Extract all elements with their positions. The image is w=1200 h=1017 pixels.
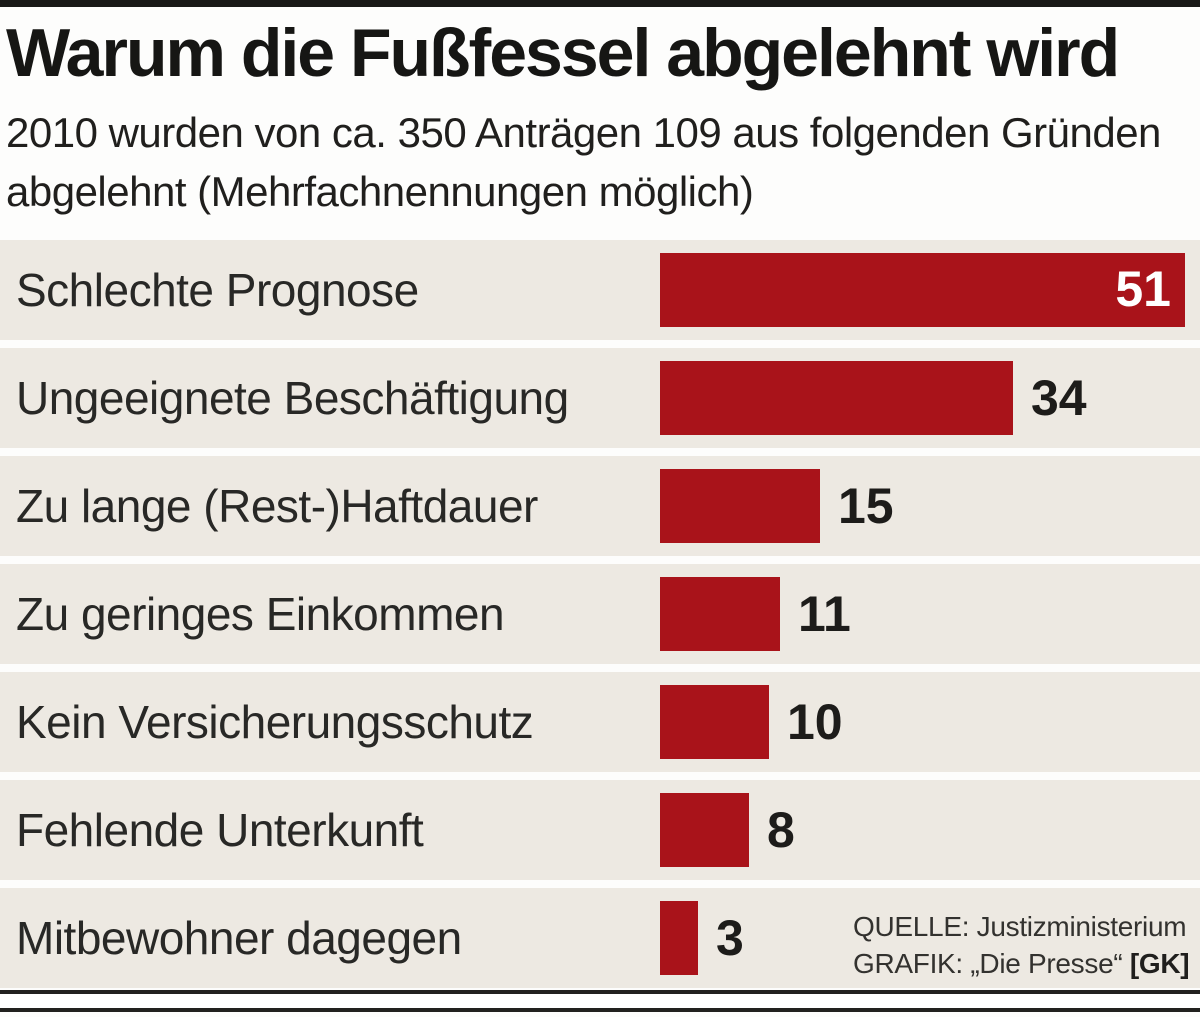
category-label: Kein Versicherungsschutz — [16, 696, 534, 748]
category-label: Zu lange (Rest-)Haftdauer — [16, 480, 538, 532]
subtitle: 2010 wurden von ca. 350 Anträgen 109 aus… — [6, 103, 1196, 221]
value-bar: 51 — [660, 253, 1185, 327]
bottom-rule-gap — [0, 994, 1200, 1008]
chart-row: Zu geringes Einkommen 11 — [0, 564, 1200, 664]
source-credit: QUELLE: Justizministerium GRAFIK: „Die P… — [853, 908, 1190, 982]
page-title: Warum die Fußfessel abgelehnt wird — [6, 15, 1120, 91]
value-label: 51 — [1115, 261, 1171, 317]
value-bar — [660, 469, 820, 543]
value-label: 3 — [716, 910, 744, 966]
subtitle-line-1: 2010 wurden von ca. 350 Anträgen 109 aus… — [6, 109, 1161, 156]
category-label: Ungeeignete Beschäftigung — [16, 372, 569, 424]
credit-initials: [GK] — [1129, 948, 1190, 979]
chart-rows: Schlechte Prognose 51 Ungeeignete Beschäft… — [0, 240, 1200, 988]
value-label: 10 — [787, 694, 843, 750]
bottom-rule-lower — [0, 1008, 1200, 1012]
top-rule — [0, 0, 1200, 7]
credit-line: GRAFIK: „Die Presse“ [GK] — [853, 945, 1190, 982]
source-line: QUELLE: Justizministerium — [853, 911, 1187, 942]
value-bar — [660, 901, 698, 975]
category-label: Mitbewohner dagegen — [16, 912, 462, 964]
bottom-rule-upper — [0, 990, 1200, 994]
header: Warum die Fußfessel abgelehnt wird 2010 … — [0, 7, 1200, 221]
value-label: 15 — [838, 478, 894, 534]
subtitle-line-2: abgelehnt (Mehrfachnennungen möglich) — [6, 168, 754, 215]
chart-row: Fehlende Unterkunft 8 — [0, 780, 1200, 880]
chart-row: Kein Versicherungsschutz 10 — [0, 672, 1200, 772]
value-label: 34 — [1031, 370, 1087, 426]
chart-row: Mitbewohner dagegen 3 — [0, 888, 1200, 988]
value-bar — [660, 793, 749, 867]
value-label: 11 — [798, 586, 851, 642]
value-bar — [660, 361, 1013, 435]
category-label: Fehlende Unterkunft — [16, 804, 424, 856]
chart-row: Zu lange (Rest-)Haftdauer 15 — [0, 456, 1200, 556]
chart-row: Ungeeignete Beschäftigung 34 — [0, 348, 1200, 448]
category-label: Zu geringes Einkommen — [16, 588, 505, 640]
credit-prefix: GRAFIK: „Die Presse“ — [853, 948, 1130, 979]
bar-chart: Schlechte Prognose 51 Ungeeignete Beschäft… — [0, 240, 1200, 988]
category-label: Schlechte Prognose — [16, 264, 419, 316]
value-bar — [660, 577, 780, 651]
value-bar — [660, 685, 769, 759]
chart-row: Schlechte Prognose 51 — [0, 240, 1200, 340]
value-label: 8 — [767, 802, 795, 858]
